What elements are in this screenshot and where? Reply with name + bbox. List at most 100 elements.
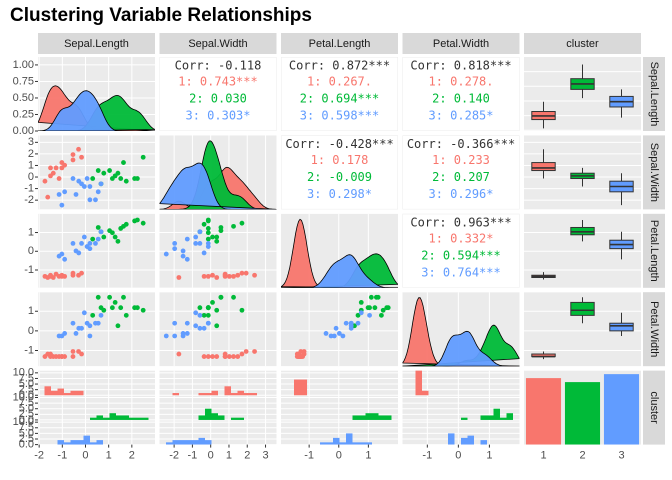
point <box>62 256 68 262</box>
y-tick-label: 1.00 <box>13 59 34 71</box>
point <box>375 294 381 300</box>
correlation-group: 2: 0.207 <box>432 170 490 184</box>
y-tick-label: 0.50 <box>13 92 34 104</box>
point <box>70 349 76 354</box>
point <box>70 272 76 278</box>
point <box>355 312 361 318</box>
point <box>70 157 76 163</box>
point <box>184 331 190 336</box>
histogram-bar <box>352 415 359 420</box>
point <box>300 354 306 359</box>
y-tick-label: 0.00 <box>13 125 34 137</box>
point <box>193 241 199 246</box>
point <box>109 176 115 181</box>
point <box>95 168 101 173</box>
point <box>140 154 146 160</box>
correlation-group: 3: 0.764*** <box>421 265 500 279</box>
point <box>205 218 211 224</box>
histogram-bar <box>237 417 244 420</box>
histogram-bar <box>179 440 186 445</box>
histogram-bar <box>142 417 149 420</box>
histogram-bar <box>198 415 205 420</box>
histogram-bar <box>224 386 231 396</box>
histogram-bar <box>64 442 71 445</box>
panel <box>524 370 641 445</box>
x-tick-label: 0 <box>82 450 88 462</box>
histogram-bar <box>198 393 205 396</box>
point <box>132 176 138 181</box>
point <box>42 178 48 184</box>
x-tick-label: -1 <box>57 450 67 462</box>
histogram-bar <box>461 437 468 445</box>
x-tick-label: -1 <box>304 450 314 462</box>
bar <box>525 378 562 445</box>
histogram-bar <box>333 437 340 445</box>
histogram-bar <box>192 440 199 445</box>
panel: Corr: 0.818*** 1: 0.278. 2: 0.140 3: 0.285* <box>402 57 520 131</box>
point <box>333 325 339 331</box>
density <box>281 254 398 288</box>
point <box>239 220 245 226</box>
point <box>56 176 62 181</box>
point <box>95 189 101 195</box>
y-tick-label: 7.5 <box>19 422 34 434</box>
point <box>340 333 346 339</box>
strip <box>281 33 398 54</box>
correlation-group: 3: 0.298* <box>307 187 372 201</box>
histogram-bar <box>77 440 84 445</box>
histogram-bar <box>467 435 474 445</box>
point <box>95 236 101 242</box>
strip <box>643 292 665 367</box>
x-tick-label: 0 <box>208 450 214 462</box>
point <box>121 160 126 165</box>
correlation-overall: Corr: 0.872*** <box>289 59 390 73</box>
point <box>243 349 249 354</box>
point <box>172 333 178 339</box>
point <box>172 320 178 326</box>
panel <box>38 135 155 210</box>
point <box>214 234 220 240</box>
strip <box>402 33 520 54</box>
histogram-bar <box>422 390 429 396</box>
point <box>101 307 107 313</box>
point <box>123 178 129 184</box>
box-body <box>609 322 634 332</box>
correlation-group: 1: 0.332* <box>428 231 493 245</box>
point <box>98 312 104 318</box>
histogram-bar <box>365 442 372 445</box>
point <box>172 246 178 252</box>
y-tick-label: 3 <box>28 136 34 148</box>
histogram-bar <box>57 388 64 396</box>
y-tick-label: 5.0 <box>19 403 34 415</box>
panel <box>524 57 641 131</box>
point <box>197 312 203 318</box>
panel <box>402 292 520 367</box>
histogram-bar <box>83 435 90 445</box>
y-tick-label: 0.0 <box>19 414 34 426</box>
point <box>112 300 118 305</box>
point <box>59 251 65 257</box>
point <box>73 192 79 197</box>
x-tick-label: -1 <box>188 450 198 462</box>
histogram-bar <box>90 442 97 445</box>
histogram-bar <box>461 417 468 420</box>
y-tick-label: 10.0 <box>13 416 34 428</box>
panel <box>159 213 277 288</box>
point <box>93 241 98 246</box>
x-tick-label: 0 <box>455 450 461 462</box>
correlation-group: 1: 0.278. <box>428 75 493 89</box>
point <box>95 225 101 230</box>
histogram-bar <box>294 379 301 396</box>
point <box>84 176 90 181</box>
histogram-bar <box>211 390 218 396</box>
y-tick-label: 1 <box>28 305 34 317</box>
point <box>197 241 203 246</box>
y-tick-label: 1 <box>28 159 34 171</box>
histogram-bar <box>326 442 333 445</box>
point <box>70 241 76 246</box>
histogram-bar <box>51 390 58 396</box>
panel-background <box>38 135 155 210</box>
correlation-group: 1: 0.267. <box>307 75 372 89</box>
histogram-bar <box>415 370 422 396</box>
panel-background <box>281 135 398 210</box>
